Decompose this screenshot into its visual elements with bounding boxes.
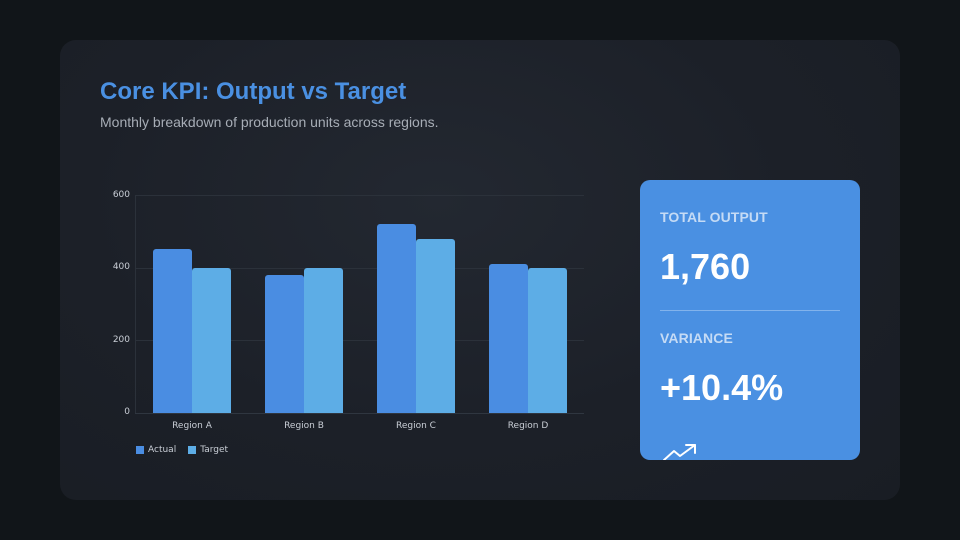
x-label-region-d: Region D	[507, 421, 549, 431]
page-title: Core KPI: Output vs Target	[100, 78, 407, 105]
x-axis-line	[135, 413, 584, 414]
gridline-200	[136, 340, 584, 341]
bar-actual-region-d[interactable]	[489, 264, 528, 413]
bar-actual-region-a[interactable]	[153, 249, 192, 413]
gridline-600	[136, 195, 584, 196]
bar-target-region-d[interactable]	[528, 268, 567, 413]
trending-up-icon	[663, 444, 696, 460]
total-output-label: TOTAL OUTPUT	[660, 209, 768, 225]
bar-target-region-c[interactable]	[416, 239, 455, 413]
bar-target-region-a[interactable]	[192, 268, 231, 413]
y-tick-400: 400	[112, 262, 130, 272]
legend-item-target[interactable]: Target	[188, 445, 228, 455]
x-label-region-a: Region A	[172, 421, 212, 431]
legend-label-target: Target	[200, 445, 229, 455]
total-output-value: 1,760	[660, 246, 751, 287]
y-tick-200: 200	[112, 335, 130, 345]
bar-target-region-b[interactable]	[304, 268, 343, 413]
bar-actual-region-c[interactable]	[377, 224, 416, 413]
legend-label-actual: Actual	[148, 445, 177, 455]
variance-label: VARIANCE	[660, 330, 733, 346]
chart-legend: Actual Target	[136, 445, 240, 455]
x-label-region-b: Region B	[284, 421, 324, 431]
x-label-region-c: Region C	[396, 421, 436, 431]
kpi-card: TOTAL OUTPUT 1,760 VARIANCE +10.4%	[640, 180, 860, 460]
bar-chart: 600 400 200 0 Region A Region B Region C…	[60, 40, 660, 500]
legend-swatch-actual	[136, 446, 144, 454]
dashboard-panel: Core KPI: Output vs Target Monthly break…	[60, 40, 900, 500]
kpi-divider	[660, 310, 840, 311]
y-tick-0: 0	[124, 407, 130, 417]
variance-value: +10.4%	[660, 367, 784, 408]
page-subtitle: Monthly breakdown of production units ac…	[100, 114, 439, 130]
y-tick-600: 600	[112, 190, 130, 200]
bar-actual-region-b[interactable]	[265, 275, 304, 413]
gridline-400	[136, 268, 584, 269]
y-axis-line	[135, 195, 136, 414]
legend-swatch-target	[188, 446, 197, 454]
legend-item-actual[interactable]: Actual	[136, 445, 176, 455]
